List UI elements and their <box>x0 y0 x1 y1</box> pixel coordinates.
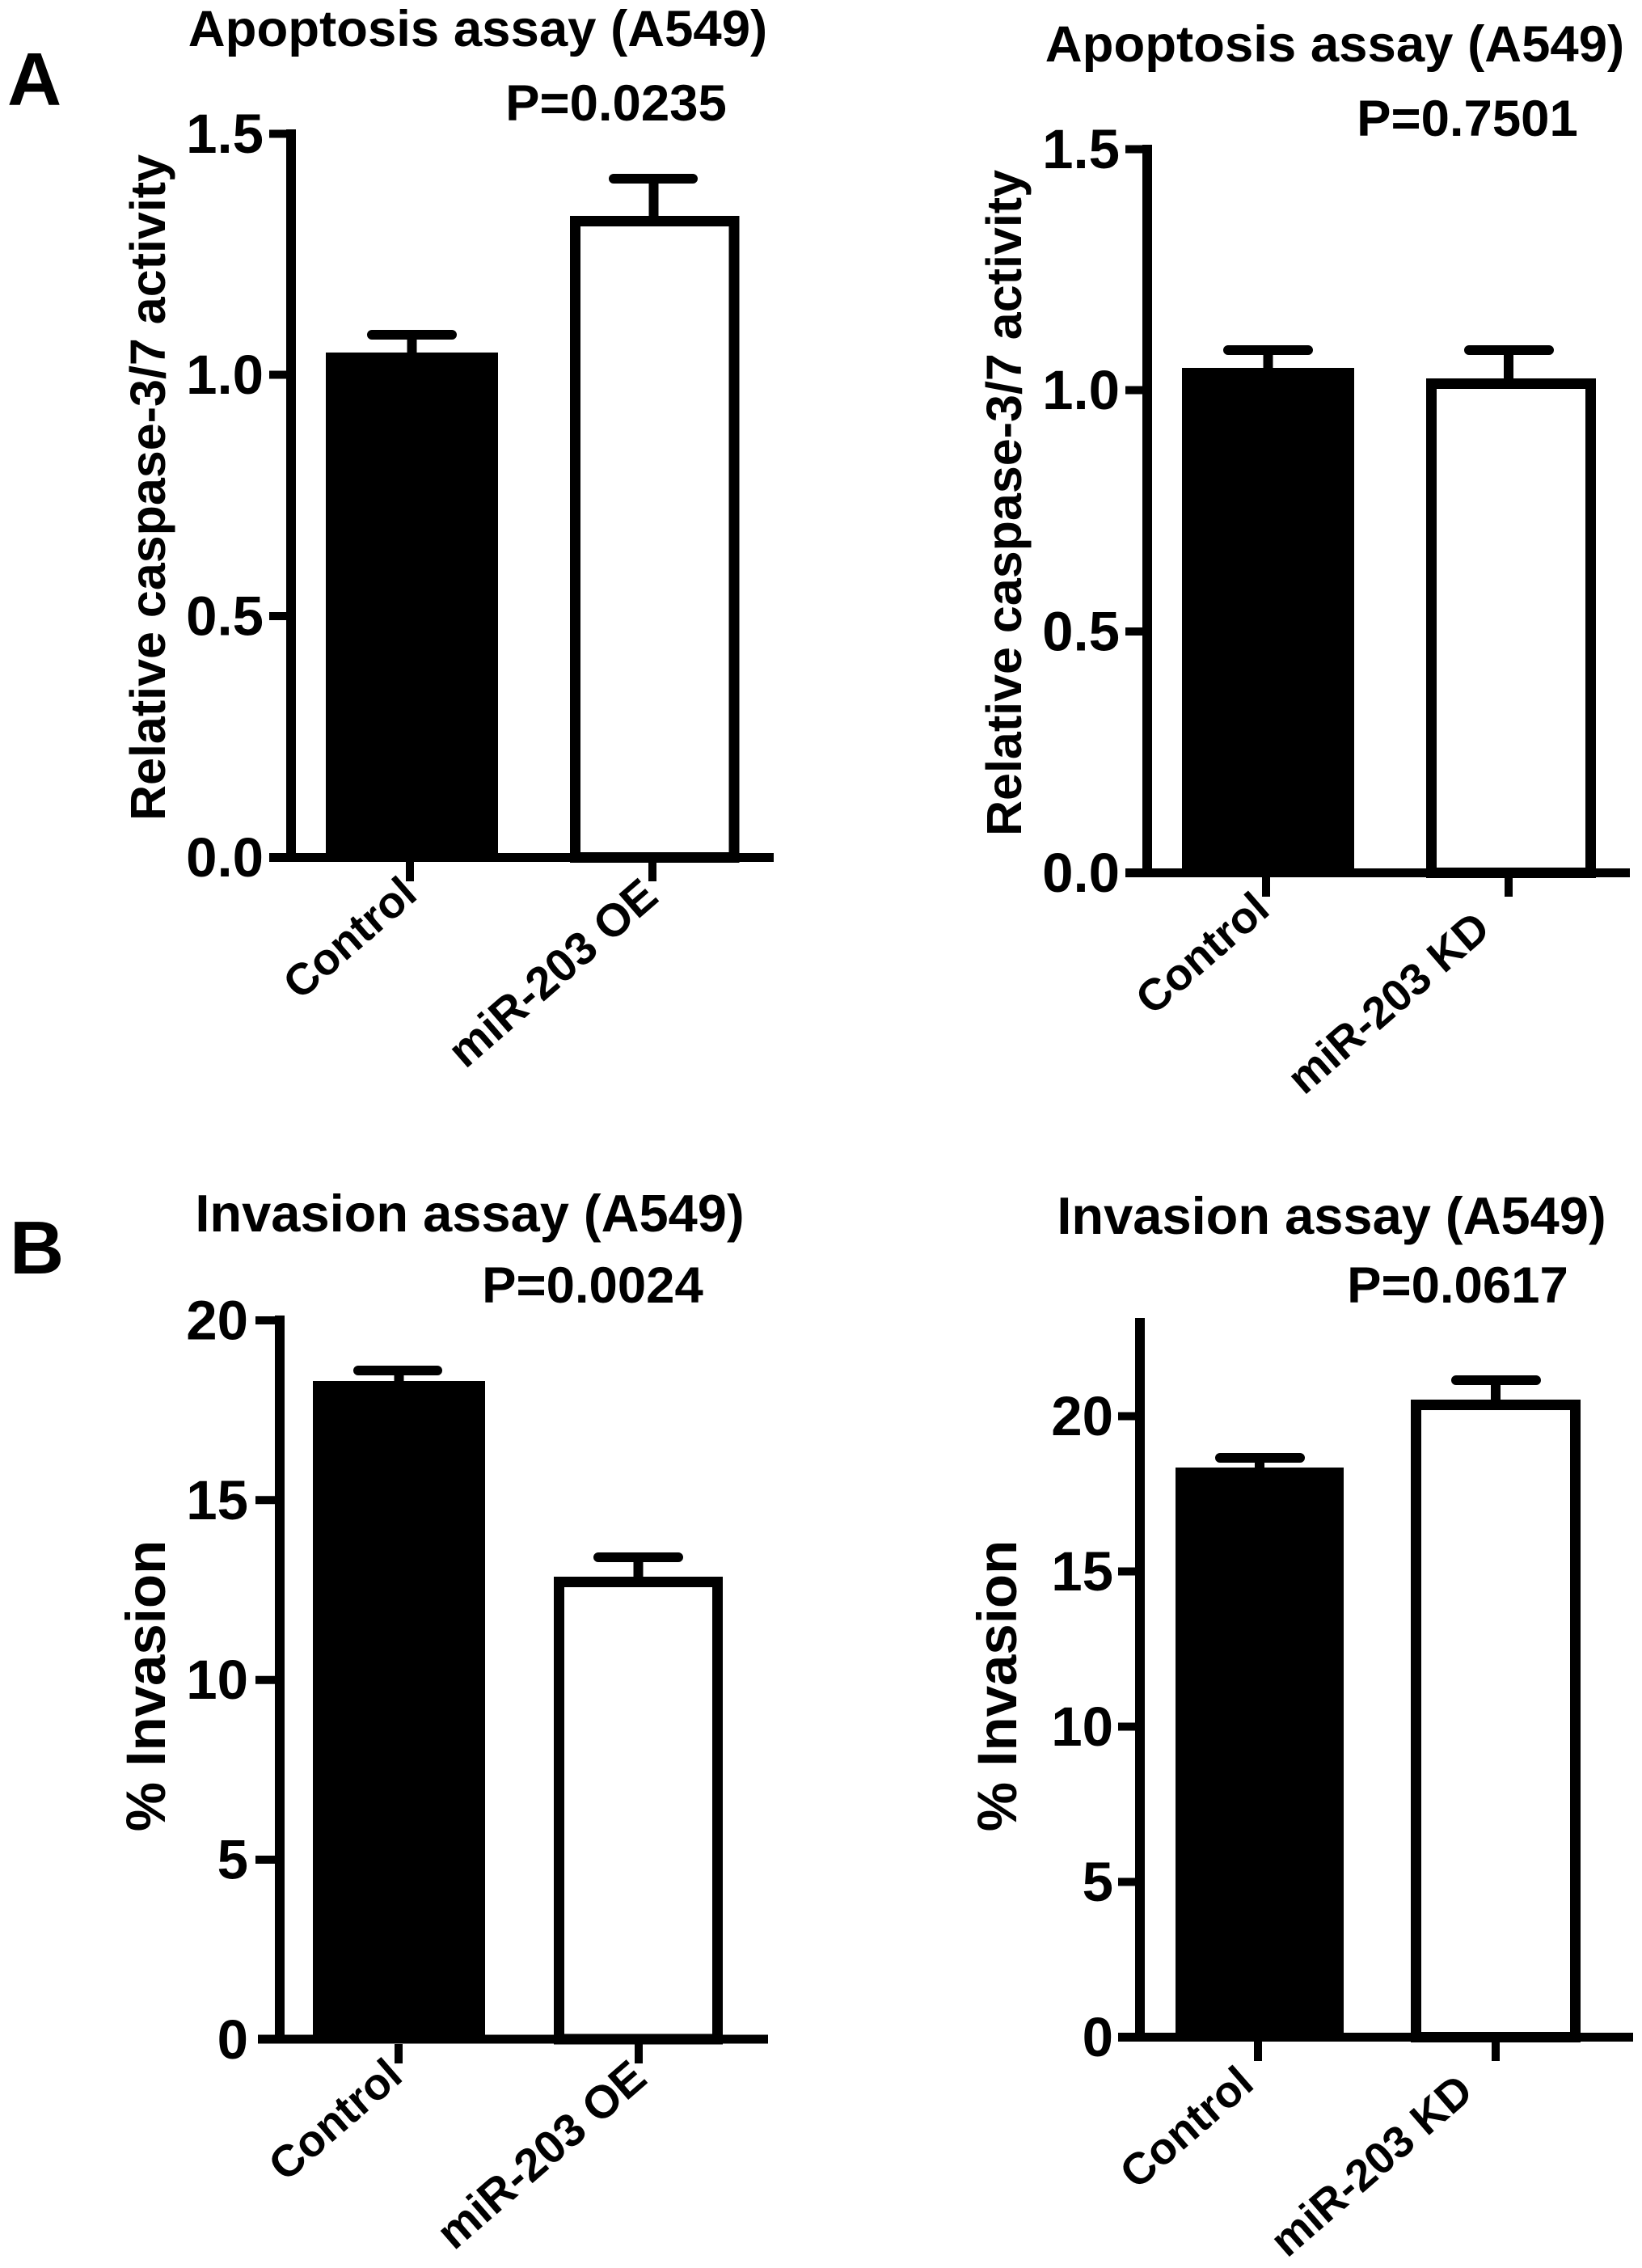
svg-text:Invasion assay (A549): Invasion assay (A549) <box>195 1184 744 1243</box>
svg-text:0: 0 <box>217 2008 248 2071</box>
svg-text:15: 15 <box>186 1469 248 1531</box>
svg-text:10: 10 <box>1051 1696 1113 1758</box>
svg-text:0.5: 0.5 <box>1042 601 1120 663</box>
svg-text:0: 0 <box>1083 2006 1113 2068</box>
svg-text:A: A <box>7 37 61 121</box>
svg-text:0.0: 0.0 <box>1042 842 1120 904</box>
svg-text:P=0.0617: P=0.0617 <box>1347 1257 1568 1314</box>
svg-text:Apoptosis assay (A549): Apoptosis assay (A549) <box>1045 16 1624 73</box>
svg-text:1.5: 1.5 <box>186 103 264 165</box>
svg-text:% Invasion: % Invasion <box>966 1540 1028 1831</box>
svg-text:0.5: 0.5 <box>186 585 264 648</box>
svg-text:5: 5 <box>1083 1851 1113 1913</box>
svg-text:15: 15 <box>1051 1540 1113 1603</box>
svg-text:0.0: 0.0 <box>186 826 264 889</box>
svg-text:1.5: 1.5 <box>1042 118 1120 180</box>
svg-text:5: 5 <box>217 1829 248 1891</box>
svg-text:P=0.0235: P=0.0235 <box>505 75 727 132</box>
svg-text:Relative caspase-3/7 activity: Relative caspase-3/7 activity <box>120 154 175 821</box>
svg-text:1.0: 1.0 <box>186 344 264 406</box>
svg-text:% Invasion: % Invasion <box>115 1540 177 1831</box>
svg-text:20: 20 <box>1051 1385 1113 1447</box>
svg-text:20: 20 <box>186 1290 248 1352</box>
svg-text:P=0.7501: P=0.7501 <box>1357 91 1578 147</box>
svg-text:Invasion assay (A549): Invasion assay (A549) <box>1057 1186 1606 1245</box>
svg-text:B: B <box>10 1206 64 1290</box>
svg-text:Relative caspase-3/7 activity: Relative caspase-3/7 activity <box>977 170 1032 836</box>
svg-text:P=0.0024: P=0.0024 <box>482 1257 703 1314</box>
svg-text:1.0: 1.0 <box>1042 359 1120 421</box>
svg-text:10: 10 <box>186 1649 248 1711</box>
svg-text:Apoptosis assay (A549): Apoptosis assay (A549) <box>188 1 767 57</box>
